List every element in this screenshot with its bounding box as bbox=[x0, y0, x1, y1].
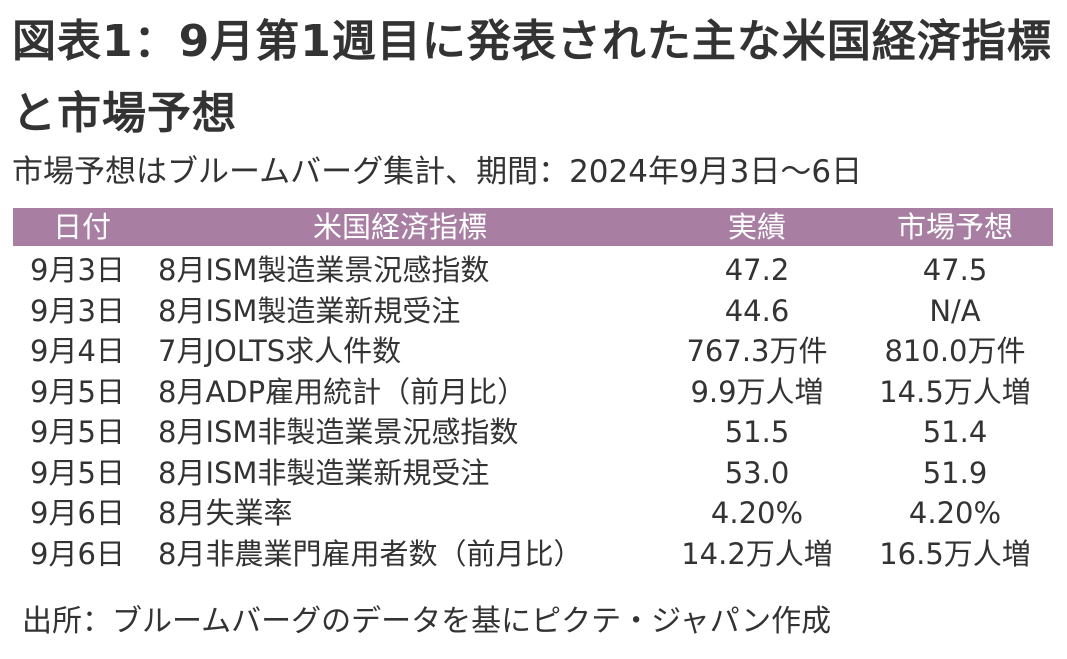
forecast-cell: N/A bbox=[929, 293, 981, 328]
header-cell: 米国経済指標 bbox=[312, 210, 488, 244]
actual-cell: 9.9万人増 bbox=[690, 374, 824, 409]
forecast-cell: 810.0万件 bbox=[884, 334, 1026, 368]
forecast-cell: 4.20% bbox=[908, 496, 1002, 530]
actual-cell: 4.20% bbox=[710, 496, 804, 530]
forecast-cell: 51.4 bbox=[922, 415, 988, 449]
date-cell: 9月4日 bbox=[30, 334, 125, 368]
indicator-cell: 8月失業率 bbox=[158, 496, 293, 530]
actual-cell: 53.0 bbox=[724, 455, 790, 490]
indicator-cell: 8月ISM非製造業景況感指数 bbox=[158, 415, 519, 449]
date-cell: 9月3日 bbox=[30, 293, 125, 328]
indicator-cell: 8月ADP雇用統計（前月比） bbox=[158, 374, 527, 409]
forecast-cell: 16.5万人増 bbox=[879, 536, 1031, 571]
forecast-cell: 47.5 bbox=[922, 253, 988, 287]
header-cell: 市場予想 bbox=[896, 210, 1014, 244]
indicator-cell: 8月ISM製造業新規受注 bbox=[158, 293, 461, 328]
header-cell: 実績 bbox=[727, 210, 787, 244]
source-note: 出所：ブルームバーグのデータを基にピクテ・ジャパン作成 bbox=[22, 604, 832, 639]
date-cell: 9月5日 bbox=[30, 374, 125, 409]
indicator-cell: 8月非農業門雇用者数（前月比） bbox=[158, 536, 583, 571]
date-cell: 9月5日 bbox=[30, 415, 125, 449]
actual-cell: 14.2万人増 bbox=[681, 536, 833, 571]
forecast-cell: 14.5万人増 bbox=[879, 374, 1031, 409]
date-cell: 9月5日 bbox=[30, 455, 125, 490]
indicator-cell: 8月ISM製造業景況感指数 bbox=[158, 253, 490, 287]
actual-cell: 47.2 bbox=[724, 253, 790, 287]
indicator-cell: 8月ISM非製造業新規受注 bbox=[158, 455, 490, 490]
indicator-cell: 7月JOLTS求人件数 bbox=[158, 334, 402, 368]
header-cell: 日付 bbox=[52, 210, 112, 244]
title: 図表1：9月第1週目に発表された主な米国経済指標と市場予想 bbox=[12, 16, 1052, 139]
actual-cell: 44.6 bbox=[724, 293, 790, 328]
actual-cell: 767.3万件 bbox=[686, 334, 828, 368]
date-cell: 9月3日 bbox=[30, 253, 125, 287]
forecast-cell: 51.9 bbox=[922, 455, 988, 490]
date-cell: 9月6日 bbox=[30, 496, 125, 530]
subtitle: 市場予想はブルームバーグ集計、期間：2024年9月3日～6日 bbox=[12, 154, 863, 190]
date-cell: 9月6日 bbox=[30, 536, 125, 571]
table-header: 日付 米国経済指標 実績 市場予想 bbox=[13, 208, 1053, 246]
actual-cell: 51.5 bbox=[724, 415, 790, 449]
